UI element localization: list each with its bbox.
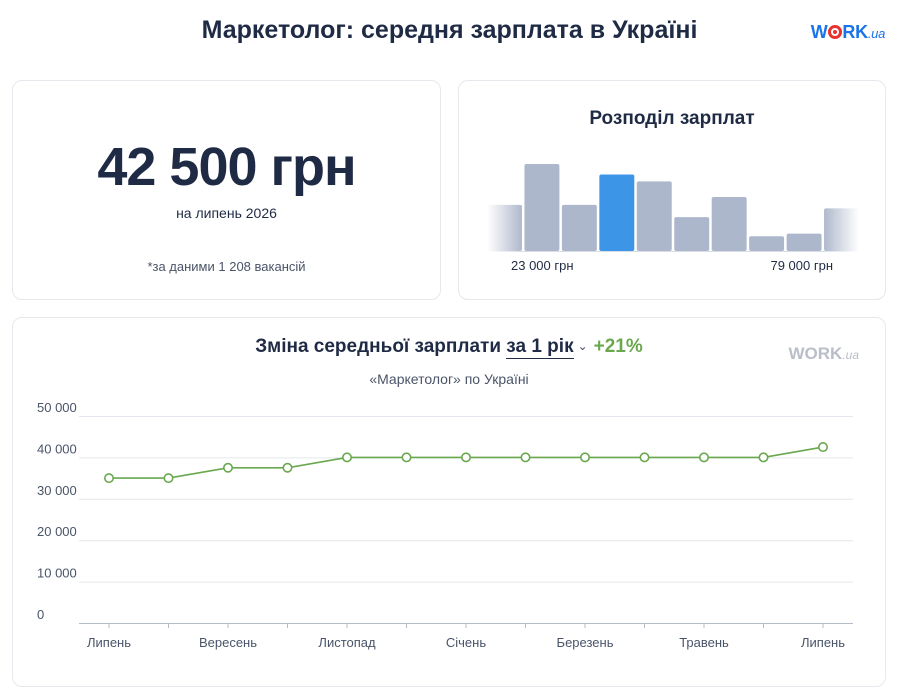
data-point[interactable] xyxy=(698,452,709,463)
distribution-bar xyxy=(636,181,672,251)
work-ua-logo[interactable]: W RK.ua xyxy=(810,22,886,43)
distribution-bar xyxy=(674,217,710,251)
distribution-min-label: 23 000 грн xyxy=(511,258,574,273)
x-tick-label: Вересень xyxy=(199,635,257,650)
data-point[interactable] xyxy=(758,452,769,463)
x-tick-label: Листопад xyxy=(318,635,376,650)
data-point[interactable] xyxy=(401,452,412,463)
salary-trend-card: Зміна середньої зарплати за 1 рік ⌄ +21% «… xyxy=(12,317,886,687)
salary-trend-chart: 0 10 000 20 000 30 000 40 000 50 000 Липень Ве… xyxy=(37,400,853,650)
page-title: Маркетолог: середня зарплата в Україні xyxy=(201,16,698,44)
distribution-bar xyxy=(561,204,597,251)
data-point[interactable] xyxy=(579,452,590,463)
y-tick-label: 40 000 xyxy=(37,441,77,456)
trend-subtitle: «Маркетолог» по Україні xyxy=(369,371,529,387)
trend-title: Зміна середньої зарплати xyxy=(255,336,502,357)
salary-distribution-card: Розподіл зарплат 23 000 грн 79 000 грн xyxy=(458,80,886,300)
data-point[interactable] xyxy=(520,452,531,463)
distribution-chart xyxy=(487,141,859,253)
distribution-bar xyxy=(749,236,785,251)
salary-date: на липень 2026 xyxy=(176,205,277,221)
y-tick-label: 0 xyxy=(37,607,44,622)
x-tick-label: Липень xyxy=(801,635,845,650)
average-salary-card: 42 500 грн на липень 2026 *за даними 1 2… xyxy=(12,80,441,300)
logo-target-icon xyxy=(827,25,842,39)
data-point[interactable] xyxy=(163,473,174,484)
y-tick-label: 50 000 xyxy=(37,400,77,415)
watermark-suffix: .ua xyxy=(842,348,859,362)
x-tick-label: Липень xyxy=(87,635,131,650)
vacancies-footnote: *за даними 1 208 вакансій xyxy=(147,259,306,274)
distribution-max-label: 79 000 грн xyxy=(770,258,833,273)
data-point[interactable] xyxy=(817,442,828,453)
y-tick-label: 30 000 xyxy=(37,483,77,498)
data-point[interactable] xyxy=(104,473,115,484)
growth-badge: +21% xyxy=(593,336,643,357)
data-point[interactable] xyxy=(341,452,352,463)
watermark-letters-rk: RK xyxy=(817,344,843,363)
x-tick-label: Травень xyxy=(679,635,729,650)
chevron-down-icon[interactable]: ⌄ xyxy=(577,339,588,353)
trend-header: Зміна середньої зарплати за 1 рік ⌄ +21% xyxy=(13,336,885,359)
period-selector[interactable]: за 1 рік xyxy=(506,336,574,359)
distribution-bar xyxy=(524,164,560,251)
logo-suffix: .ua xyxy=(867,26,885,41)
x-tick-label: Січень xyxy=(446,635,486,650)
average-salary-value: 42 500 грн xyxy=(97,137,356,197)
salary-series-line xyxy=(109,446,824,479)
y-tick-label: 10 000 xyxy=(37,566,77,581)
watermark-circle-icon: O xyxy=(804,344,818,363)
logo-letter-w: W xyxy=(810,22,828,42)
distribution-bar xyxy=(711,197,747,251)
x-tick-label: Березень xyxy=(557,635,614,650)
logo-letters-rk: RK xyxy=(842,22,868,42)
work-ua-watermark: WORK.ua xyxy=(788,344,859,364)
distribution-title: Розподіл зарплат xyxy=(589,108,755,129)
data-point[interactable] xyxy=(282,462,293,473)
distribution-bar xyxy=(786,233,822,251)
watermark-letter-w: W xyxy=(788,344,805,363)
data-point[interactable] xyxy=(460,452,471,463)
data-point[interactable] xyxy=(639,452,650,463)
data-point[interactable] xyxy=(223,462,234,473)
distribution-bar-highlight xyxy=(599,174,635,251)
y-tick-label: 20 000 xyxy=(37,524,77,539)
